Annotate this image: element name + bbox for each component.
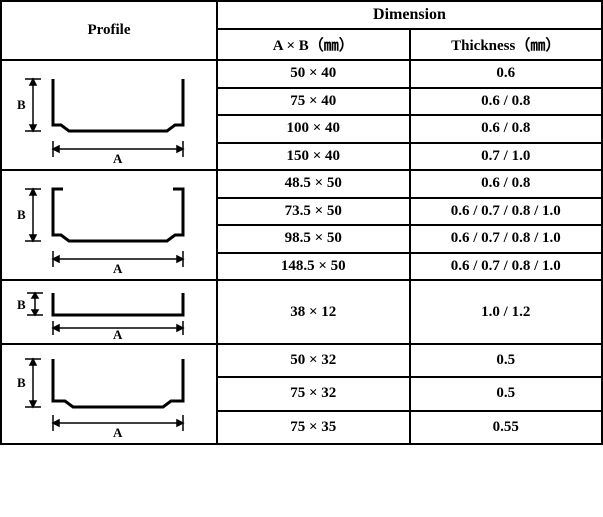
header-profile: Profile xyxy=(1,1,217,60)
profile-cell-3: B A xyxy=(1,344,217,444)
cell-ab: 48.5 × 50 xyxy=(217,170,410,198)
profile-cell-1: B A xyxy=(1,170,217,280)
cell-ab: 75 × 32 xyxy=(217,377,410,410)
cell-ab: 148.5 × 50 xyxy=(217,253,410,281)
cell-ab: 150 × 40 xyxy=(217,143,410,171)
cell-ab: 75 × 40 xyxy=(217,88,410,116)
profile-cell-2: B A xyxy=(1,280,217,344)
cell-thickness: 0.6 / 0.8 xyxy=(410,170,603,198)
svg-text:B: B xyxy=(17,297,26,312)
profile-diagram-u-grooved: B A xyxy=(9,349,209,439)
cell-thickness: 0.5 xyxy=(410,344,603,377)
cell-thickness: 0.6 / 0.8 xyxy=(410,88,603,116)
profile-diagram-u-small: B A xyxy=(9,285,209,339)
cell-ab: 50 × 40 xyxy=(217,60,410,88)
cell-ab: 100 × 40 xyxy=(217,115,410,143)
cell-ab: 75 × 35 xyxy=(217,411,410,444)
cell-thickness: 0.6 / 0.8 xyxy=(410,115,603,143)
header-dimension: Dimension xyxy=(217,1,602,29)
cell-thickness: 0.6 xyxy=(410,60,603,88)
cell-thickness: 0.6 / 0.7 / 0.8 / 1.0 xyxy=(410,225,603,253)
svg-text:B: B xyxy=(17,207,26,222)
cell-thickness: 0.7 / 1.0 xyxy=(410,143,603,171)
cell-ab: 50 × 32 xyxy=(217,344,410,377)
svg-text:A: A xyxy=(113,327,123,339)
svg-text:A: A xyxy=(113,425,123,439)
svg-text:A: A xyxy=(113,151,123,165)
header-ab: A × B（㎜） xyxy=(217,29,410,60)
header-thickness: Thickness（㎜） xyxy=(410,29,603,60)
profile-cell-0: B A xyxy=(1,60,217,170)
cell-ab: 38 × 12 xyxy=(217,280,410,344)
cell-ab: 98.5 × 50 xyxy=(217,225,410,253)
cell-thickness: 0.6 / 0.7 / 0.8 / 1.0 xyxy=(410,198,603,226)
svg-text:B: B xyxy=(17,97,26,112)
cell-thickness: 0.6 / 0.7 / 0.8 / 1.0 xyxy=(410,253,603,281)
svg-text:B: B xyxy=(17,375,26,390)
cell-thickness: 0.55 xyxy=(410,411,603,444)
svg-text:A: A xyxy=(113,261,123,275)
cell-ab: 73.5 × 50 xyxy=(217,198,410,226)
profile-dimension-table: Profile Dimension A × B（㎜） Thickness（㎜） … xyxy=(0,0,603,445)
cell-thickness: 0.5 xyxy=(410,377,603,410)
profile-diagram-c-lipped: B A xyxy=(9,175,209,275)
cell-thickness: 1.0 / 1.2 xyxy=(410,280,603,344)
profile-diagram-c-open: B A xyxy=(9,65,209,165)
